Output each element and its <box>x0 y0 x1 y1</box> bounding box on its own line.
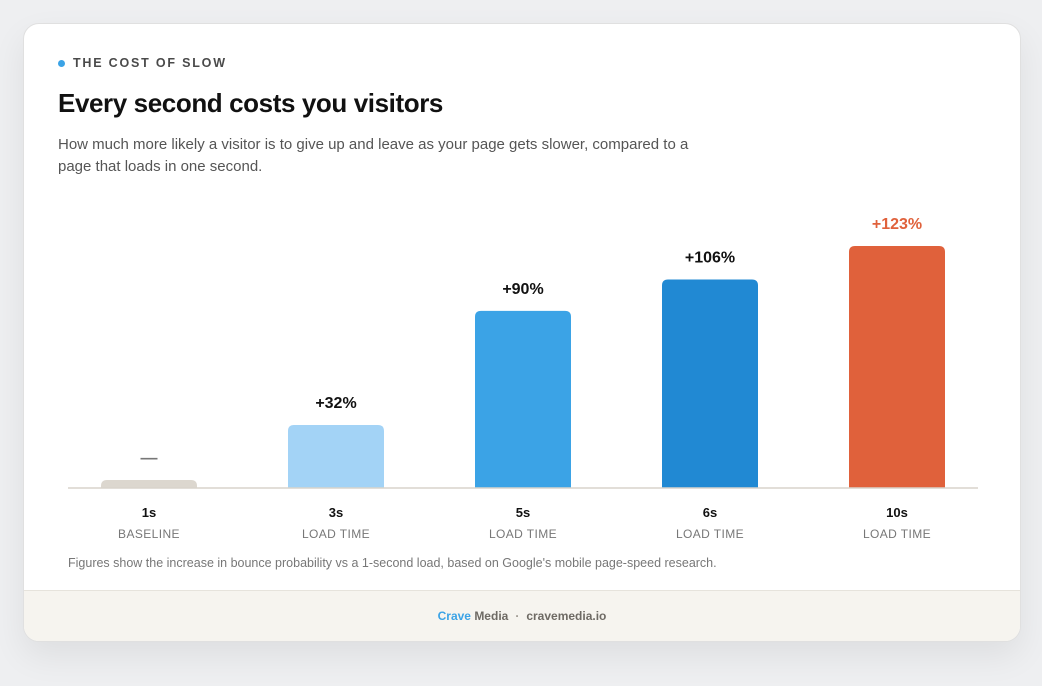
chart-card: THE COST OF SLOW Every second costs you … <box>23 23 1021 642</box>
data-label-10s: +123% <box>872 216 922 233</box>
tick-sublabel-5s: LOAD TIME <box>489 527 557 541</box>
tick-label-6s: 6s <box>703 505 717 520</box>
eyebrow-dot-icon <box>58 59 65 67</box>
eyebrow: THE COST OF SLOW <box>58 56 227 70</box>
tick-sublabel-6s: LOAD TIME <box>676 527 744 541</box>
eyebrow-label: THE COST OF SLOW <box>73 56 227 70</box>
bar-10s <box>849 246 945 488</box>
bar-5s <box>475 310 571 488</box>
tick-label-1s: 1s <box>142 505 156 520</box>
tick-sublabel-3s: LOAD TIME <box>302 527 370 541</box>
bar-chart: — 1s BASELINE +32% 3s LOAD TIME +90% 5s LOAD TIM… <box>68 216 978 541</box>
tick-sublabel-1s: BASELINE <box>118 527 180 541</box>
tick-label-3s: 3s <box>329 505 343 520</box>
chart-footnote: Figures show the increase in bounce prob… <box>68 556 717 570</box>
data-label-5s: +90% <box>502 281 543 298</box>
data-label-6s: +106% <box>685 249 735 266</box>
data-label-3s: +32% <box>315 395 356 412</box>
footer-brand-accent: Crave <box>437 609 471 623</box>
chart-subtitle: How much more likely a visitor is to giv… <box>58 136 689 175</box>
tick-label-5s: 5s <box>516 505 530 520</box>
tick-label-10s: 10s <box>886 505 908 520</box>
footer-site[interactable]: cravemedia.io <box>526 609 607 623</box>
bar-3s <box>288 425 384 488</box>
bar-6s <box>662 279 758 488</box>
tick-sublabel-10s: LOAD TIME <box>863 527 931 541</box>
footer-brand-rest: Media <box>474 609 509 623</box>
chart-title: Every second costs you visitors <box>58 88 443 118</box>
footer: Crave Media · cravemedia.io <box>24 590 1020 641</box>
bar-1s <box>101 480 197 488</box>
footer-separator: · <box>515 609 520 623</box>
data-label-1s: — <box>141 448 158 467</box>
